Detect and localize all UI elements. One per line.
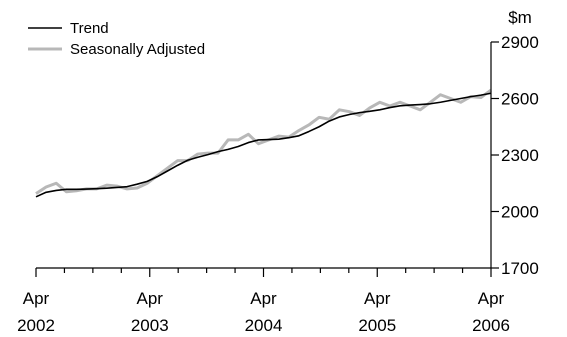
x-tick-label-month: Apr [137, 289, 164, 308]
series-layer [35, 88, 492, 198]
legend: Trend Seasonally Adjusted [28, 20, 205, 58]
y-tick-label: 2600 [501, 90, 539, 109]
legend-label-trend: Trend [70, 20, 109, 37]
x-tick-label-month: Apr [364, 289, 391, 308]
y-tick-label: 1700 [501, 259, 539, 278]
x-tick-label-year: 2002 [17, 316, 55, 335]
legend-label-seasonally-adjusted: Seasonally Adjusted [70, 41, 205, 58]
y-axis-unit-label: $m [508, 8, 532, 27]
x-tick-label-year: 2003 [131, 316, 169, 335]
series-line-trend [35, 92, 492, 198]
x-tick-label-year: 2006 [472, 316, 510, 335]
x-tick-label-month: Apr [250, 289, 277, 308]
y-tick-label: 2300 [501, 146, 539, 165]
x-tick-label-month: Apr [478, 289, 505, 308]
y-tick-label: 2900 [501, 33, 539, 52]
axes-layer: Apr 2002 Apr 2003 Apr 2004 Apr 2005 Apr 2006 1700 2… [17, 33, 539, 335]
x-tick-label-month: Apr [23, 289, 50, 308]
series-line-seasonally-adjusted [35, 88, 492, 195]
x-tick-label-year: 2004 [245, 316, 283, 335]
x-tick-label-year: 2005 [358, 316, 396, 335]
y-tick-label: 2000 [501, 203, 539, 222]
